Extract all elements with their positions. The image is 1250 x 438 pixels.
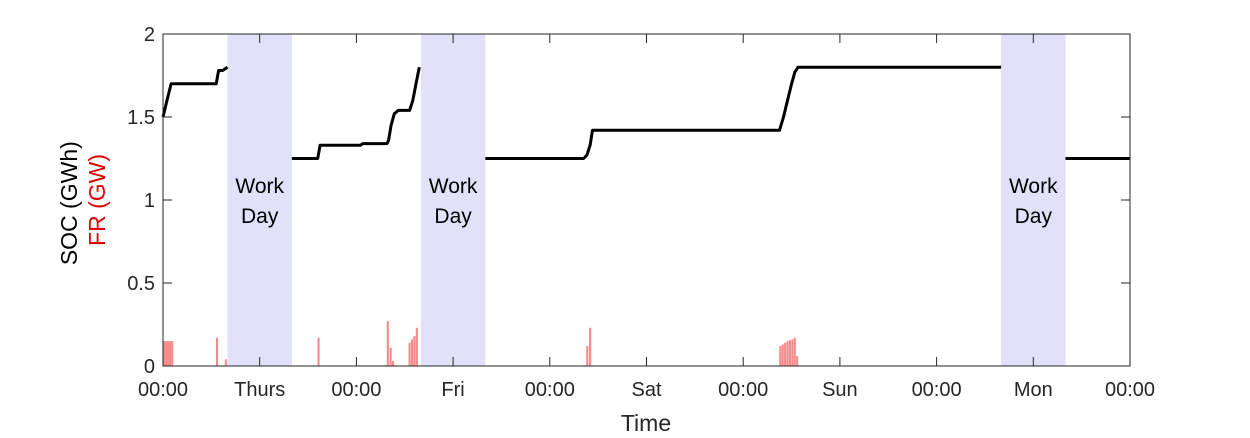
x-tick-label: Thurs xyxy=(234,379,285,401)
work-day-labels: Work Day Work Day Work Day xyxy=(235,175,1058,228)
soc-line-segment xyxy=(161,65,229,118)
work-day-label: Work xyxy=(235,175,284,198)
y-tick-label: 0 xyxy=(144,356,155,378)
y-axis-ticks: 0 0.5 1 1.5 2 xyxy=(127,24,1130,378)
fr-bar xyxy=(779,346,782,366)
soc-line-segments xyxy=(161,65,1130,160)
x-tick-label: 00:00 xyxy=(138,379,188,401)
y-tick-label: 1.5 xyxy=(127,107,155,129)
fr-bar xyxy=(586,346,589,366)
fr-bar xyxy=(791,339,794,366)
fr-bar xyxy=(386,321,389,366)
work-day-band xyxy=(227,34,292,366)
work-day-label: Work xyxy=(429,175,478,198)
fr-bar xyxy=(389,347,392,366)
fr-bar xyxy=(392,361,395,366)
soc-line-segment xyxy=(485,65,1002,160)
fr-bar xyxy=(793,337,796,366)
fr-bar xyxy=(224,359,227,366)
y-axis-label-fr: FR (GW) xyxy=(84,154,110,246)
x-tick-label: Mon xyxy=(1014,379,1053,401)
y-tick-label: 2 xyxy=(144,24,155,46)
fr-bar xyxy=(786,341,789,366)
fr-bar xyxy=(781,344,784,366)
work-day-label: Day xyxy=(241,205,279,228)
y-tick-label: 1 xyxy=(144,190,155,212)
fr-bar xyxy=(415,327,418,366)
y-axis-label: SOC (GWh) FR (GW) xyxy=(56,135,110,265)
fr-bar xyxy=(788,340,791,366)
fr-bar xyxy=(317,337,320,366)
y-axis-label-soc: SOC (GWh) xyxy=(56,141,82,265)
soc-line-segment xyxy=(291,66,421,160)
fr-bars xyxy=(163,321,799,366)
x-tick-label: 00:00 xyxy=(525,379,575,401)
x-axis-ticks: 00:00 Thurs 00:00 Fri 00:00 Sat 00:00 Sun 00:00 M… xyxy=(138,34,1155,401)
x-axis-label: Time xyxy=(621,410,671,436)
work-day-label: Work xyxy=(1009,175,1058,198)
x-tick-label: 00:00 xyxy=(1105,379,1155,401)
x-tick-label: 00:00 xyxy=(718,379,768,401)
fr-bar xyxy=(215,337,219,366)
fr-bar xyxy=(410,339,414,366)
x-tick-label: 00:00 xyxy=(912,379,962,401)
fr-bar xyxy=(163,341,166,366)
y-tick-label: 0.5 xyxy=(127,273,155,295)
fr-bar xyxy=(165,341,168,366)
work-day-label: Day xyxy=(1015,205,1053,228)
x-tick-label: 00:00 xyxy=(331,379,381,401)
fr-bar xyxy=(167,341,170,366)
fr-bar xyxy=(408,342,411,366)
work-day-band xyxy=(1001,34,1066,366)
fr-bar xyxy=(169,341,172,366)
fr-bar xyxy=(589,327,592,366)
x-tick-label: Fri xyxy=(441,379,464,401)
work-day-band xyxy=(420,34,486,366)
work-day-label: Day xyxy=(434,205,472,228)
x-tick-label: Sat xyxy=(631,379,661,401)
x-tick-label: Sun xyxy=(822,379,858,401)
work-day-bands xyxy=(227,34,1066,366)
fr-bar xyxy=(171,341,174,366)
fr-bar xyxy=(784,342,787,366)
fr-bar xyxy=(413,336,416,366)
fr-bar xyxy=(796,356,799,366)
